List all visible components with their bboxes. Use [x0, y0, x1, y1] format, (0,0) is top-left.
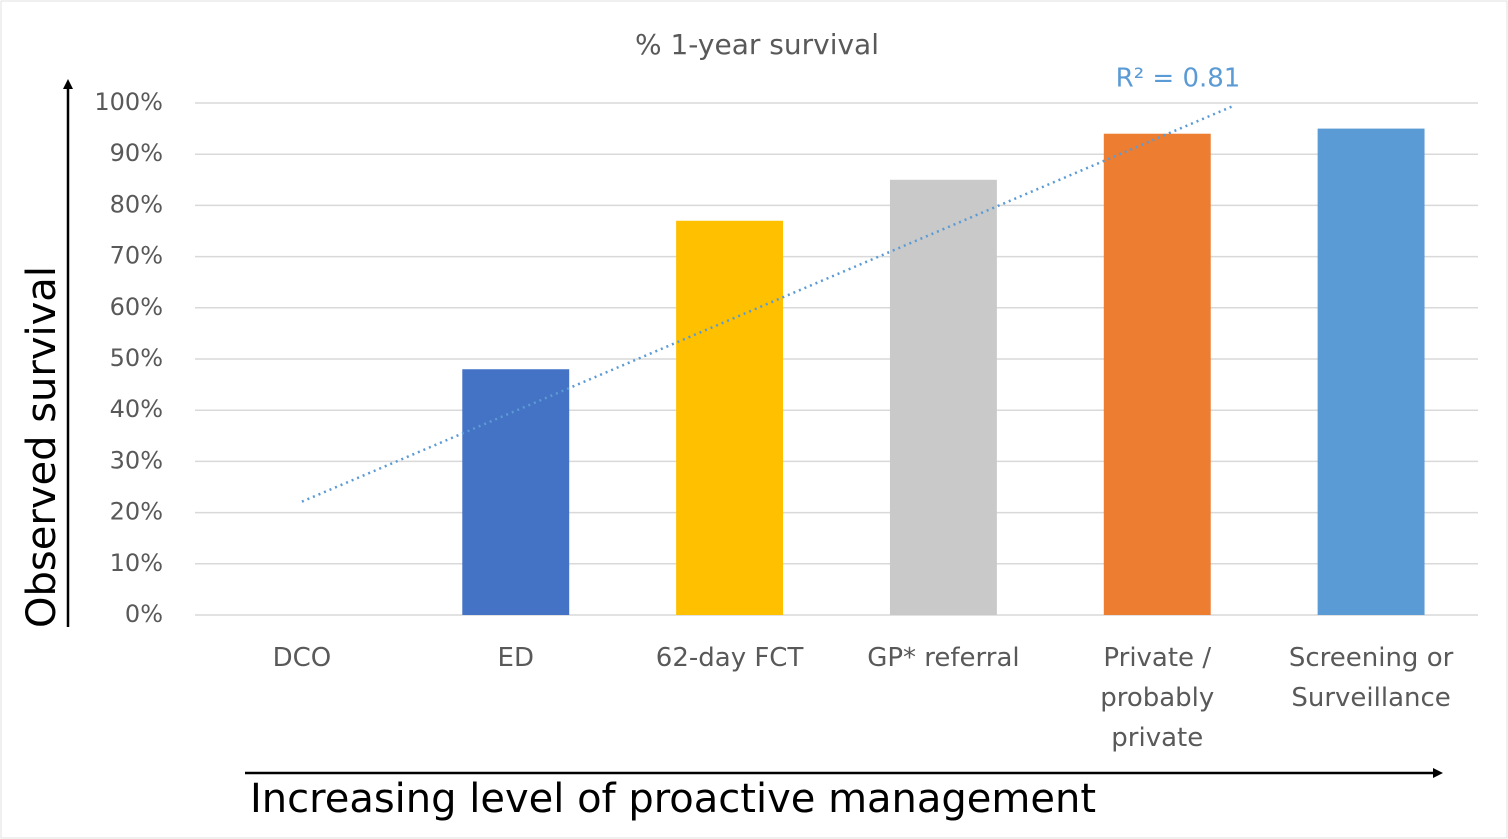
- y-tick-label: 30%: [110, 446, 163, 474]
- bar: [676, 220, 784, 615]
- x-tick-label: ED: [498, 643, 534, 673]
- x-tick-label: DCO: [273, 643, 332, 673]
- y-tick-label: 20%: [110, 498, 163, 526]
- bar: [462, 369, 570, 615]
- bar: [889, 179, 997, 616]
- y-tick-label: 40%: [110, 395, 163, 423]
- y-tick-label: 90%: [110, 139, 163, 167]
- bar: [1317, 128, 1425, 615]
- y-axis-title: Observed survival: [19, 266, 65, 628]
- x-tick-label: Screening or Surveillance: [1289, 643, 1454, 713]
- x-tick-label: Private / probably private: [1100, 643, 1214, 753]
- trendline-annotation: R² = 0.81: [1116, 64, 1241, 94]
- x-tick-label: 62-day FCT: [656, 643, 804, 673]
- y-tick-label: 80%: [110, 190, 163, 218]
- y-tick-label: 10%: [110, 549, 163, 577]
- bar: [1103, 133, 1211, 615]
- chart-title: % 1-year survival: [635, 28, 879, 61]
- trendline: [301, 105, 1233, 503]
- y-tick-label: 70%: [110, 242, 163, 270]
- y-tick-label: 50%: [110, 344, 163, 372]
- y-tick-label: 0%: [125, 600, 163, 628]
- y-tick-label: 60%: [110, 293, 163, 321]
- x-tick-label: GP* referral: [867, 643, 1019, 673]
- x-axis-title: Increasing level of proactive management: [250, 776, 1096, 822]
- y-tick-label: 100%: [94, 88, 163, 116]
